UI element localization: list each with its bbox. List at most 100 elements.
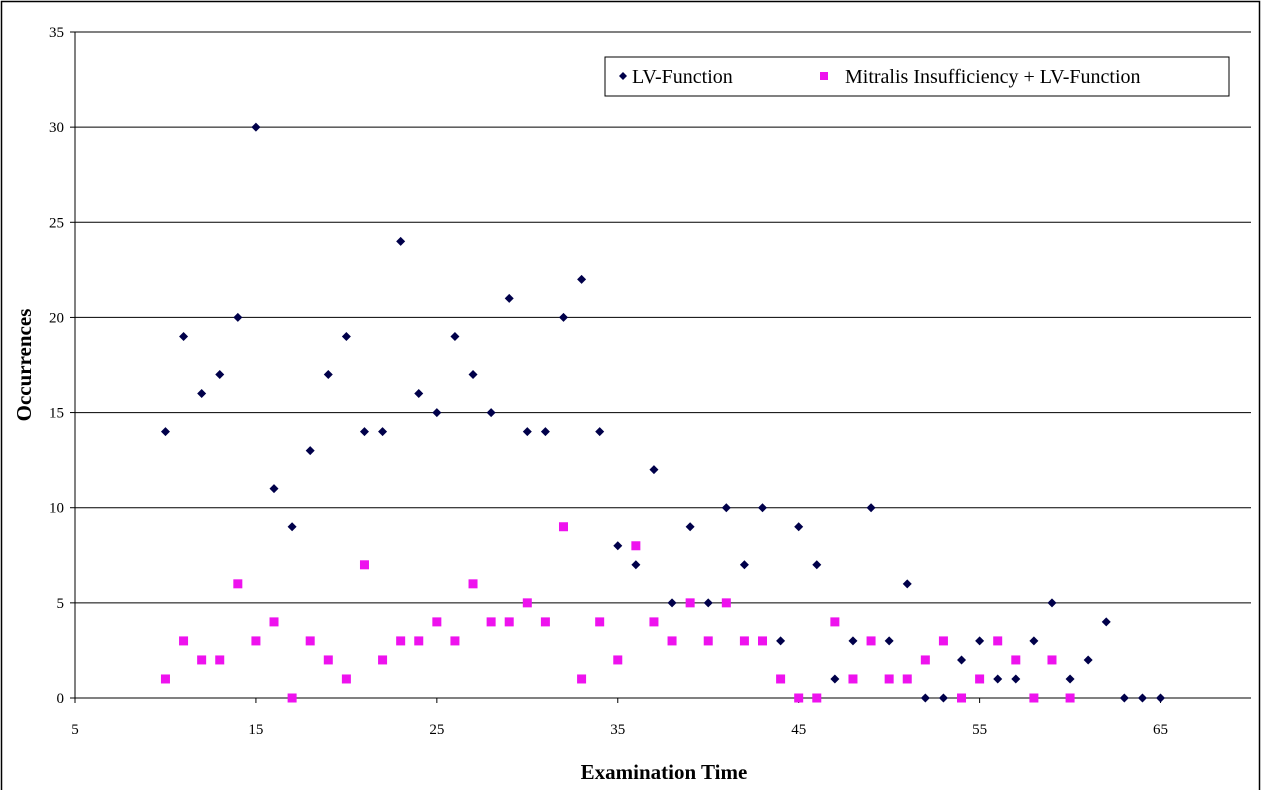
point-mitralis-lv-function: [287, 693, 297, 703]
point-lv-function: [1083, 655, 1093, 665]
y-axis-title: Occurrences: [12, 309, 36, 422]
point-lv-function: [957, 655, 967, 665]
point-mitralis-lv-function: [414, 636, 424, 646]
point-mitralis-lv-function: [993, 636, 1003, 646]
y-tick-label-25: 25: [49, 215, 64, 231]
point-lv-function: [450, 331, 460, 341]
point-mitralis-lv-function: [305, 636, 315, 646]
point-mitralis-lv-function: [486, 617, 496, 627]
legend-box: [604, 56, 1230, 97]
point-mitralis-lv-function: [631, 541, 641, 551]
legend: LV-Function Mitralis Insufficiency + LV-…: [604, 56, 1230, 97]
point-mitralis-lv-function: [721, 598, 731, 608]
point-lv-function: [1029, 636, 1039, 646]
legend-label-lv-function: LV-Function: [632, 66, 733, 88]
y-tick-label-20: 20: [49, 310, 64, 326]
point-mitralis-lv-function: [269, 617, 279, 627]
point-mitralis-lv-function: [179, 636, 189, 646]
point-lv-function: [522, 427, 532, 437]
y-tick-label-15: 15: [49, 406, 64, 422]
point-lv-function: [938, 693, 948, 703]
y-tick-label-0: 0: [57, 691, 65, 707]
y-tick-label-10: 10: [49, 501, 64, 517]
point-lv-function: [233, 312, 243, 322]
x-tick-label-25: 25: [429, 722, 444, 738]
y-tick-label-5: 5: [57, 596, 65, 612]
x-tick-label-15: 15: [248, 722, 263, 738]
point-mitralis-lv-function: [776, 674, 786, 684]
point-lv-function: [721, 503, 731, 513]
point-mitralis-lv-function: [866, 636, 876, 646]
legend-label-mitralis: Mitralis Insufficiency + LV-Function: [845, 66, 1141, 88]
point-mitralis-lv-function: [703, 636, 713, 646]
point-mitralis-lv-function: [902, 674, 912, 684]
point-lv-function: [486, 408, 496, 418]
point-mitralis-lv-function: [378, 655, 388, 665]
point-lv-function: [341, 331, 351, 341]
point-mitralis-lv-function: [975, 674, 985, 684]
point-lv-function: [269, 484, 279, 494]
point-lv-function: [197, 389, 207, 399]
point-lv-function: [179, 331, 189, 341]
data-series: [160, 122, 1166, 703]
point-lv-function: [703, 598, 713, 608]
point-lv-function: [866, 503, 876, 513]
point-mitralis-lv-function: [558, 522, 568, 532]
point-lv-function: [848, 636, 858, 646]
point-lv-function: [613, 541, 623, 551]
x-tick-label-35: 35: [610, 722, 625, 738]
point-lv-function: [432, 408, 442, 418]
point-lv-function: [287, 522, 297, 532]
point-lv-function: [396, 236, 406, 246]
point-lv-function: [305, 446, 315, 456]
y-tick-label-30: 30: [49, 120, 64, 136]
point-mitralis-lv-function: [522, 598, 532, 608]
point-mitralis-lv-function: [938, 636, 948, 646]
point-mitralis-lv-function: [649, 617, 659, 627]
point-lv-function: [251, 122, 261, 132]
point-mitralis-lv-function: [215, 655, 225, 665]
point-lv-function: [1156, 693, 1166, 703]
point-lv-function: [160, 427, 170, 437]
point-lv-function: [1137, 693, 1147, 703]
point-mitralis-lv-function: [794, 693, 804, 703]
gridlines: [75, 31, 1251, 604]
point-lv-function: [920, 693, 930, 703]
point-lv-function: [685, 522, 695, 532]
point-lv-function: [414, 389, 424, 399]
point-lv-function: [558, 312, 568, 322]
point-mitralis-lv-function: [341, 674, 351, 684]
point-lv-function: [504, 293, 514, 303]
point-lv-function: [975, 636, 985, 646]
point-lv-function: [794, 522, 804, 532]
legend-marker-lv-function: [619, 72, 627, 80]
point-lv-function: [812, 560, 822, 570]
point-mitralis-lv-function: [197, 655, 207, 665]
point-mitralis-lv-function: [233, 579, 243, 589]
point-lv-function: [215, 370, 225, 380]
point-lv-function: [884, 636, 894, 646]
point-mitralis-lv-function: [1011, 655, 1021, 665]
y-tick-label-35: 35: [49, 25, 64, 41]
point-lv-function: [993, 674, 1003, 684]
point-mitralis-lv-function: [432, 617, 442, 627]
point-lv-function: [902, 579, 912, 589]
point-mitralis-lv-function: [812, 693, 822, 703]
point-lv-function: [739, 560, 749, 570]
point-lv-function: [323, 370, 333, 380]
point-mitralis-lv-function: [830, 617, 840, 627]
point-mitralis-lv-function: [667, 636, 677, 646]
point-mitralis-lv-function: [1065, 693, 1075, 703]
point-lv-function: [758, 503, 768, 513]
point-lv-function: [1065, 674, 1075, 684]
point-mitralis-lv-function: [758, 636, 768, 646]
point-lv-function: [1101, 617, 1111, 627]
point-lv-function: [649, 465, 659, 475]
point-mitralis-lv-function: [595, 617, 605, 627]
point-lv-function: [830, 674, 840, 684]
point-mitralis-lv-function: [957, 693, 967, 703]
x-axis-title: Examination Time: [581, 760, 748, 784]
